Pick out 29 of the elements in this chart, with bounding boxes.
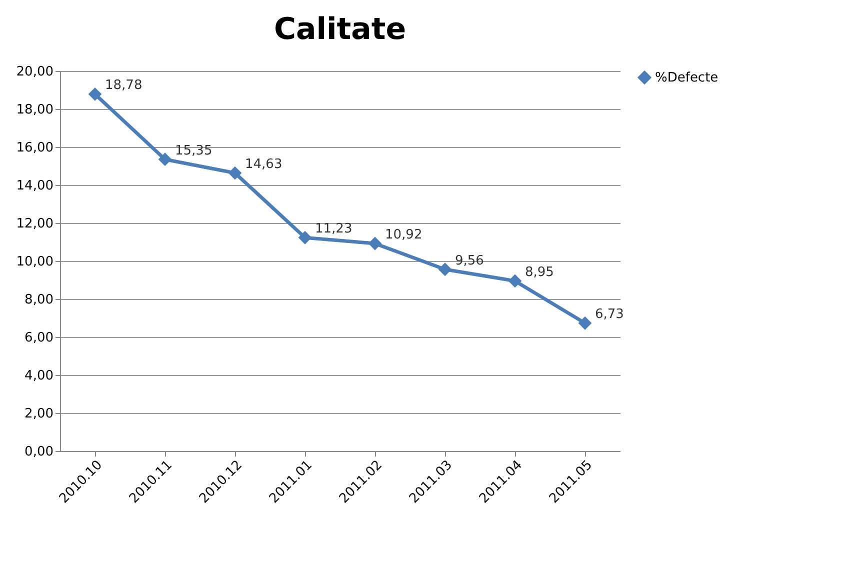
point: [88, 87, 102, 101]
legend-label: %Defecte: [655, 70, 718, 86]
point: [158, 152, 172, 166]
y-tick-label: 18,00: [16, 102, 54, 118]
data-label: 15,35: [175, 143, 212, 158]
y-tick-label: 6,00: [24, 330, 54, 346]
point: [438, 262, 452, 276]
data-label: 10,92: [385, 228, 422, 243]
data-label: 11,23: [315, 222, 352, 237]
data-label: 9,56: [455, 253, 484, 268]
data-label: 8,95: [525, 264, 554, 280]
y-tick-label: 4,00: [24, 368, 54, 384]
point: [578, 316, 592, 330]
y-tick-label: 0,00: [24, 444, 54, 460]
chart-title: Calitate: [274, 12, 406, 47]
y-tick-label: 8,00: [24, 292, 54, 308]
y-tick-label: 16,00: [16, 140, 54, 156]
y-tick-label: 14,00: [16, 178, 54, 194]
y-tick-label: 12,00: [16, 216, 54, 232]
point: [368, 236, 382, 250]
y-tick-label: 2,00: [24, 406, 54, 422]
y-tick-label: 20,00: [16, 64, 54, 80]
data-label: 6,73: [595, 307, 624, 322]
data-label: 18,78: [105, 78, 142, 94]
point: [298, 230, 312, 244]
data-label: 14,63: [245, 157, 282, 172]
point: [228, 166, 242, 180]
y-tick-label: 10,00: [16, 254, 54, 270]
point: [508, 274, 522, 288]
